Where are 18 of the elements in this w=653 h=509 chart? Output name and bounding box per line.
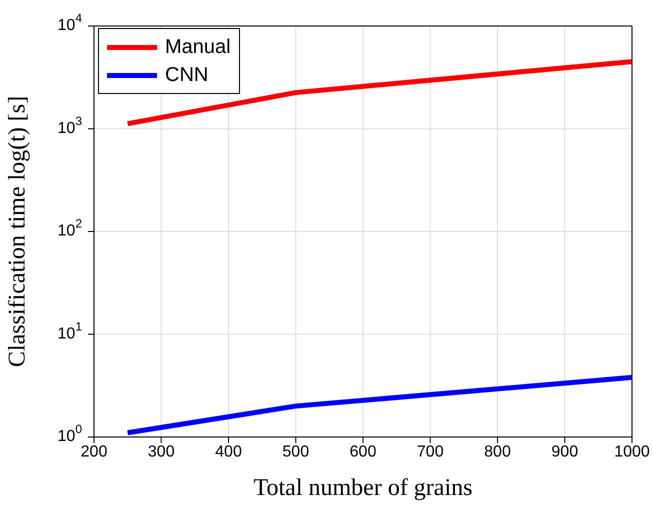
- legend-label: Manual: [165, 35, 231, 60]
- x-tick-label: 600: [350, 443, 376, 460]
- y-axis-title: Classification time log(t) [s]: [4, 96, 31, 368]
- x-tick-label: 1000: [614, 443, 650, 460]
- x-tick-label: 800: [484, 443, 511, 460]
- y-tick-label: 10$^{1}$: [58, 319, 82, 342]
- x-tick-label: 200: [80, 443, 108, 460]
- x-tick-label: 500: [282, 443, 310, 460]
- x-tick-label: 300: [148, 443, 175, 460]
- x-tick-label: 900: [551, 443, 578, 460]
- y-tick-label: 10$^{0}$: [58, 422, 82, 446]
- legend-label: CNN: [165, 63, 208, 88]
- y-tick-label: 10$^{3}$: [58, 114, 82, 137]
- x-axis-title: Total number of grains: [254, 475, 472, 501]
- y-tick-label: 10$^{4}$: [58, 11, 82, 34]
- x-tick-label: 700: [416, 443, 444, 460]
- x-tick-label: 400: [215, 443, 242, 460]
- y-tick-label: 10$^{2}$: [58, 216, 82, 240]
